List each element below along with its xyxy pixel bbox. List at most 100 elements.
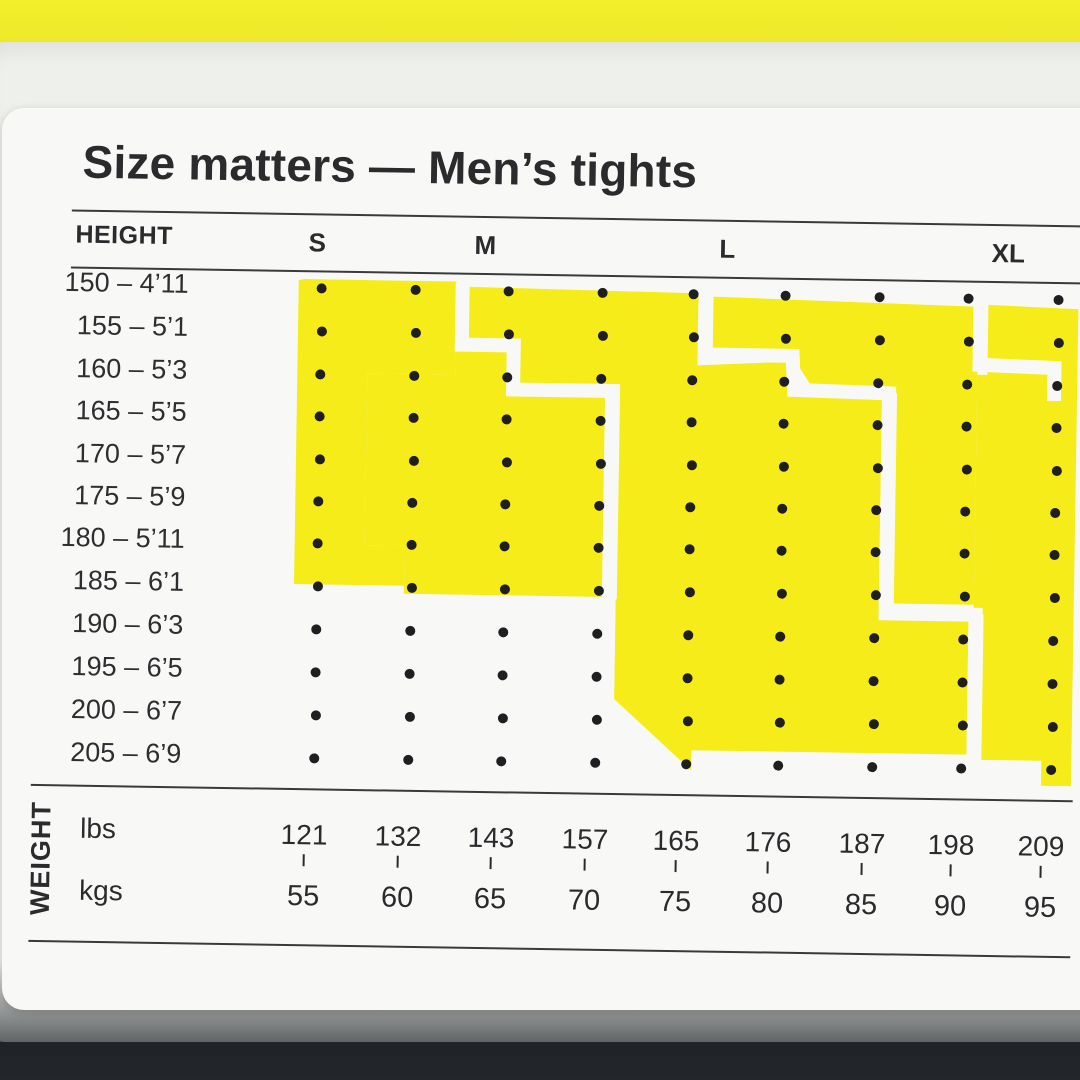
grid-dot bbox=[683, 630, 694, 641]
grid-dot bbox=[312, 538, 323, 549]
grid-dot bbox=[1049, 592, 1060, 603]
grid-dot bbox=[957, 720, 968, 731]
grid-dot bbox=[498, 627, 509, 638]
grid-dot bbox=[1050, 507, 1061, 518]
weight-lbs-value: 143 bbox=[467, 821, 515, 854]
grid-dot bbox=[684, 544, 695, 555]
grid-dot bbox=[593, 542, 604, 553]
weight-tick bbox=[949, 864, 952, 877]
grid-dot bbox=[873, 378, 884, 389]
grid-dot bbox=[1047, 678, 1058, 689]
grid-dot bbox=[870, 590, 881, 601]
grid-dot bbox=[406, 539, 417, 550]
grid-dot bbox=[316, 326, 327, 337]
weight-tick bbox=[489, 857, 492, 870]
weight-lbs-value: 209 bbox=[1017, 830, 1065, 863]
grid-dot bbox=[1053, 338, 1064, 349]
grid-dot bbox=[1051, 466, 1062, 477]
grid-dot bbox=[1049, 549, 1060, 560]
grid-dot bbox=[867, 762, 878, 773]
weight-lbs-value: 165 bbox=[652, 824, 700, 857]
grid-dot bbox=[869, 633, 880, 644]
weight-lbs-value: 132 bbox=[374, 820, 422, 853]
weight-tick bbox=[302, 854, 305, 867]
grid-dot bbox=[497, 713, 508, 724]
grid-dot bbox=[961, 421, 972, 432]
grid-dot bbox=[687, 375, 698, 386]
zone-s-fill bbox=[302, 279, 369, 374]
grid-dot bbox=[310, 667, 321, 678]
grid-dot bbox=[591, 671, 602, 682]
grid-dot bbox=[960, 506, 971, 517]
weight-tick bbox=[860, 862, 863, 876]
grid-dot bbox=[872, 420, 883, 431]
grid-dot bbox=[496, 756, 507, 767]
grid-dot bbox=[595, 458, 606, 469]
grid-dot bbox=[500, 499, 511, 510]
grid-dot bbox=[593, 585, 604, 596]
grid-dot bbox=[501, 457, 512, 468]
grid-dot bbox=[959, 548, 970, 559]
grid-dot bbox=[404, 668, 415, 679]
grid-dot bbox=[1053, 295, 1064, 306]
grid-dot bbox=[688, 289, 699, 300]
grid-dot bbox=[959, 591, 970, 602]
grid-dot bbox=[407, 497, 418, 508]
grid-dot bbox=[316, 283, 327, 294]
grid-dot bbox=[686, 417, 697, 428]
grid-dot bbox=[874, 335, 885, 346]
grid-dot bbox=[956, 763, 967, 774]
grid-dot bbox=[681, 759, 692, 770]
grid-dot bbox=[776, 545, 787, 556]
grid-dot bbox=[963, 336, 974, 347]
grid-dot bbox=[597, 330, 608, 341]
grid-dot bbox=[1052, 381, 1063, 392]
grid-dot bbox=[1046, 764, 1057, 775]
weight-kgs-value: 75 bbox=[658, 885, 692, 919]
weight-lbs-value: 176 bbox=[744, 826, 792, 858]
weight-kgs-value: 80 bbox=[750, 887, 784, 920]
grid-dot bbox=[314, 411, 325, 422]
weight-tick bbox=[674, 860, 677, 873]
grid-dot bbox=[503, 286, 514, 297]
grid-dot bbox=[497, 670, 508, 681]
grid-dot bbox=[592, 628, 603, 639]
grid-dot bbox=[686, 460, 697, 471]
grid-dots bbox=[309, 283, 1064, 775]
weight-kgs-value: 85 bbox=[844, 888, 878, 922]
grid-dot bbox=[314, 454, 325, 465]
lbs-unit-label: lbs bbox=[79, 812, 117, 845]
grid-dot bbox=[1048, 635, 1059, 646]
grid-dot bbox=[779, 376, 790, 387]
grid-dot bbox=[780, 333, 791, 344]
grid-dot bbox=[688, 332, 699, 343]
grid-dot bbox=[499, 584, 510, 595]
grid-dot bbox=[1051, 422, 1062, 433]
grid-dot bbox=[682, 716, 693, 727]
weight-tick bbox=[396, 855, 399, 868]
gap-m-l bbox=[697, 292, 983, 763]
grid-dot bbox=[313, 496, 324, 507]
weight-kgs-value: 65 bbox=[473, 882, 507, 916]
grid-dot bbox=[408, 455, 419, 466]
grid-dot bbox=[594, 500, 605, 511]
weight-kgs-value: 95 bbox=[1023, 891, 1057, 925]
grid-dot bbox=[872, 463, 883, 474]
grid-dot bbox=[777, 503, 788, 514]
grid-dot bbox=[778, 418, 789, 429]
grid-dot bbox=[774, 717, 785, 728]
grid-dot bbox=[684, 587, 695, 598]
grid-dot bbox=[685, 502, 696, 513]
grid-dot bbox=[958, 634, 969, 645]
grid-dot bbox=[311, 624, 322, 635]
grid-dot bbox=[595, 415, 606, 426]
weight-tick bbox=[1039, 865, 1042, 878]
grid-dot bbox=[868, 676, 879, 687]
weight-axis-label: WEIGHT bbox=[24, 800, 57, 916]
grid-dot bbox=[499, 541, 510, 552]
zone-xxl bbox=[973, 304, 1080, 787]
grid-dot bbox=[502, 372, 513, 383]
grid-dot bbox=[404, 711, 415, 722]
grid-dot bbox=[503, 329, 514, 340]
